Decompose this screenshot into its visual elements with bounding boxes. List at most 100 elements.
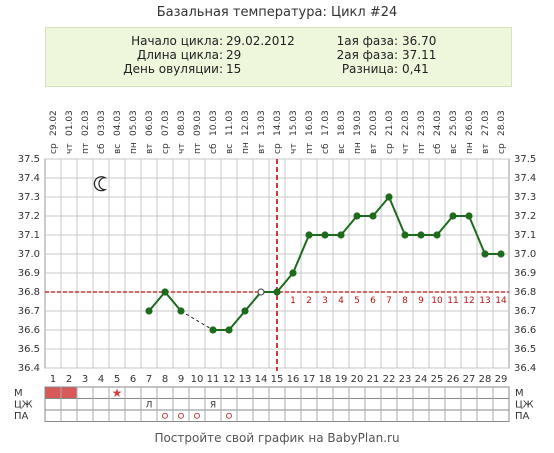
luteal-day-label: 5	[354, 296, 360, 306]
day-number: 25	[431, 374, 444, 385]
day-number: 8	[162, 374, 168, 385]
weekday-label: пт	[417, 143, 427, 154]
y-tick-right: 36.4	[514, 363, 536, 374]
temperature-point	[465, 212, 473, 220]
temperature-segment	[276, 272, 294, 293]
y-tick-right: 36.7	[514, 306, 536, 317]
temperature-point	[209, 326, 217, 334]
weekday-label: вт	[369, 143, 379, 154]
date-label: 08.03	[177, 110, 187, 136]
intercourse-mark	[226, 412, 232, 419]
y-tick-left: 37.4	[18, 173, 40, 184]
date-label: 03.03	[97, 110, 107, 136]
day-number: 28	[479, 374, 492, 385]
luteal-day-label: 8	[402, 296, 408, 306]
weekday-label: сб	[97, 143, 107, 154]
date-label: 18.03	[337, 110, 347, 136]
temperature-point	[385, 193, 393, 201]
y-tick-right: 37.0	[514, 249, 536, 260]
weekday-label: чт	[65, 143, 75, 154]
luteal-day-label: 12	[463, 296, 474, 306]
y-tick-right: 36.5	[514, 344, 536, 355]
y-tick-right: 36.8	[514, 287, 536, 298]
y-tick-right: 37.3	[514, 192, 536, 203]
row-label-left: ЦЖ	[14, 400, 33, 411]
date-label: 07.03	[161, 110, 171, 136]
day-number: 7	[146, 374, 152, 385]
y-tick-left: 37.5	[18, 154, 40, 165]
intercourse-mark	[194, 412, 200, 419]
star-icon: ★	[112, 386, 123, 400]
date-label: 23.03	[417, 110, 427, 136]
phase1-value: 36.70	[402, 34, 437, 48]
temperature-point	[225, 326, 233, 334]
y-tick-left: 37.3	[18, 192, 40, 203]
y-tick-left: 36.7	[18, 306, 40, 317]
y-tick-left: 36.8	[18, 287, 40, 298]
weekday-label: вс	[113, 144, 123, 154]
temperature-point	[241, 307, 249, 315]
weekday-label: чт	[177, 143, 187, 154]
crescent-moon-icon	[93, 176, 108, 192]
temperature-point	[449, 212, 457, 220]
day-number: 1	[50, 374, 56, 385]
weekday-label: вт	[257, 143, 267, 154]
day-number: 16	[287, 374, 300, 385]
rows-frame	[44, 386, 510, 422]
weekday-label: вс	[337, 144, 347, 154]
weekday-label: ср	[385, 143, 395, 154]
date-label: 01.03	[65, 110, 75, 136]
luteal-day-label: 13	[479, 296, 490, 306]
weekday-label: вт	[481, 143, 491, 154]
day-number: 11	[207, 374, 220, 385]
date-label: 13.03	[257, 110, 267, 136]
temperature-segment	[340, 215, 358, 236]
cycle-length-value: 29	[226, 48, 242, 62]
day-number: 4	[98, 374, 104, 385]
day-number: 6	[130, 374, 136, 385]
weekday-label: ср	[497, 143, 507, 154]
y-tick-right: 36.6	[514, 325, 536, 336]
temperature-segment	[468, 215, 486, 255]
date-label: 21.03	[385, 110, 395, 136]
weekday-label: пт	[305, 143, 315, 154]
date-label: 26.03	[465, 110, 475, 136]
luteal-day-label: 9	[418, 296, 424, 306]
date-label: 02.03	[81, 110, 91, 136]
y-tick-left: 37.1	[18, 230, 40, 241]
temperature-point	[289, 269, 297, 277]
temperature-segment	[164, 291, 182, 312]
day-number: 18	[319, 374, 332, 385]
temperature-point	[497, 250, 505, 258]
cm-letter: Л	[146, 401, 153, 411]
temperature-point	[369, 212, 377, 220]
day-number: 29	[495, 374, 508, 385]
temperature-point	[337, 231, 345, 239]
day-number: 19	[335, 374, 348, 385]
menses-cell	[61, 387, 77, 399]
date-label: 06.03	[145, 110, 155, 136]
temperature-point	[321, 231, 329, 239]
date-label: 16.03	[305, 110, 315, 136]
weekday-label: пт	[193, 143, 203, 154]
weekday-label: вс	[225, 144, 235, 154]
temperature-point	[257, 288, 265, 296]
temperature-point	[161, 288, 169, 296]
day-number: 2	[66, 374, 72, 385]
cycle-length-label: Длина цикла:	[136, 48, 223, 62]
date-label: 20.03	[369, 110, 379, 136]
y-tick-left: 36.9	[18, 268, 40, 279]
date-label: 19.03	[353, 110, 363, 136]
intercourse-mark	[178, 412, 184, 419]
weekday-label: пн	[129, 142, 139, 154]
date-label: 04.03	[113, 110, 123, 136]
day-number: 13	[239, 374, 252, 385]
weekday-label: пт	[81, 143, 91, 154]
luteal-day-label: 10	[431, 296, 443, 306]
ovulation-day-value: 15	[226, 62, 242, 76]
footer-link[interactable]: Постройте свой график на BabyPlan.ru	[154, 431, 400, 445]
row-label-right: М	[515, 388, 524, 399]
y-tick-left: 36.5	[18, 344, 40, 355]
